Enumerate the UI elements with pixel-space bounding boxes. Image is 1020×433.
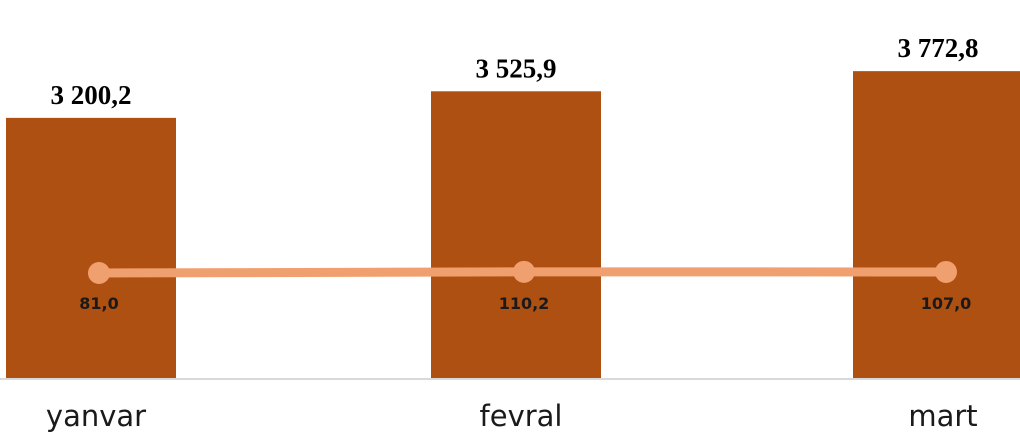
bar-value-label: 3 525,9 xyxy=(476,53,557,83)
category-label-yanvar: yanvar xyxy=(46,399,146,433)
line-point-fevral xyxy=(513,260,535,283)
line-value-label: 81,0 xyxy=(79,294,118,313)
bar-fevral xyxy=(431,91,601,379)
bar-value-label: 3 200,2 xyxy=(51,80,132,110)
category-label-mart: mart xyxy=(908,399,977,433)
line-series xyxy=(88,260,957,284)
line-value-label: 110,2 xyxy=(499,294,550,313)
bar-value-label: 3 772,8 xyxy=(898,33,979,63)
category-label-fevral: fevral xyxy=(480,399,563,433)
bar-yanvar xyxy=(6,117,176,379)
bar-series xyxy=(6,71,1020,379)
data-labels: 3 200,2 81,0 3 525,9 110,2 3 772,8 107,0 xyxy=(51,33,979,313)
line-value-label: 107,0 xyxy=(921,294,972,313)
bar-mart xyxy=(853,71,1020,379)
category-axis-labels: yanvar fevral mart xyxy=(46,399,978,433)
line-point-yanvar xyxy=(88,262,110,284)
line-point-mart xyxy=(935,260,957,283)
